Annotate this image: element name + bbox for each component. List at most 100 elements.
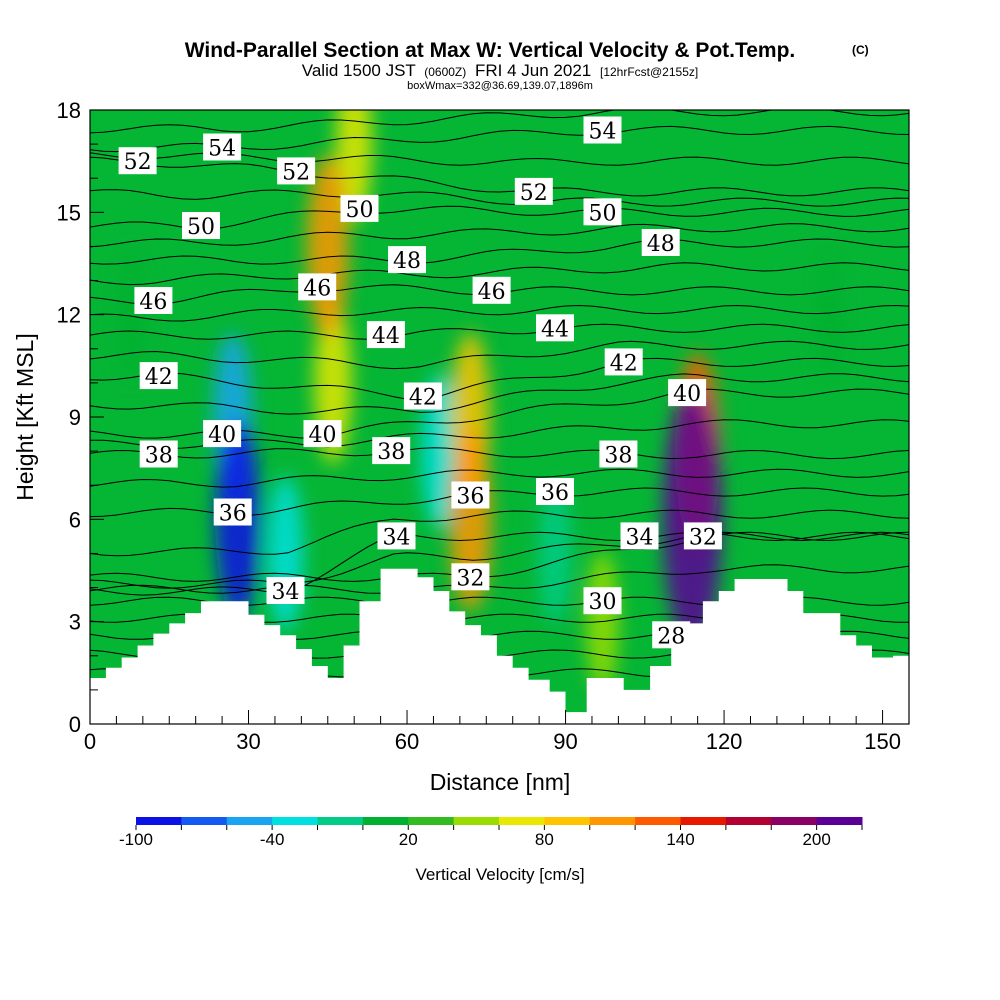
contour-label-text: 38 <box>377 440 405 465</box>
contour-label-box <box>266 577 305 604</box>
colorbar-swatch <box>816 817 863 825</box>
contour-label: 42 <box>604 348 643 376</box>
contour-label-box <box>536 478 574 505</box>
contour-label-text: 32 <box>456 566 484 591</box>
chart-title: Wind-Parallel Section at Max W: Vertical… <box>185 39 796 62</box>
contour-label-text: 50 <box>187 215 215 240</box>
contour-label-box <box>203 133 242 161</box>
colorbar-label: Vertical Velocity [cm/s] <box>415 865 584 884</box>
isentrope-line <box>90 262 909 286</box>
contour-label: 52 <box>277 157 316 185</box>
isentrope-line <box>90 468 909 488</box>
contour-label-box <box>472 276 511 304</box>
contour-label: 32 <box>451 563 490 591</box>
y-tick-label: 18 <box>57 98 81 123</box>
velocity-cell <box>662 389 723 650</box>
contour-label-text: 28 <box>657 624 685 649</box>
isentrope-line <box>90 110 909 134</box>
isentrope-line <box>90 357 909 401</box>
contour-label-text: 54 <box>589 120 617 145</box>
contour-label-box <box>134 287 173 314</box>
valid-utc: (0600Z) <box>424 65 466 79</box>
isentrope-line <box>90 531 909 589</box>
contour-label-box <box>652 621 691 649</box>
contour-label-box <box>182 212 220 239</box>
contour-label: 40 <box>203 420 242 448</box>
contour-label-text: 52 <box>124 150 152 175</box>
contour-label-text: 34 <box>626 525 654 550</box>
colorbar-tick-label: -100 <box>119 830 153 849</box>
contour-label-box <box>620 522 659 550</box>
colorbar-tick-label: -40 <box>260 830 285 849</box>
contour-label-text: 30 <box>589 590 617 615</box>
colorbar-tick-label: 200 <box>802 830 830 849</box>
isentrope-line <box>90 304 909 322</box>
contour-label: 52 <box>118 147 157 175</box>
contour-label: 38 <box>372 437 411 465</box>
valid-time-line: Valid 1500 JST (0600Z) FRI 4 Jun 2021 [1… <box>302 61 698 80</box>
contour-label-text: 36 <box>219 502 247 527</box>
contour-label-box <box>583 198 622 226</box>
contour-label-box <box>277 157 316 185</box>
contour-label: 32 <box>683 522 722 550</box>
colorbar-tick-label: 140 <box>666 830 694 849</box>
contour-label-text: 40 <box>673 382 701 407</box>
contour-label-box <box>213 498 252 526</box>
contour-label-box <box>340 194 379 222</box>
contour-label-box <box>388 246 426 274</box>
isentrope-line <box>90 323 909 340</box>
contour-label: 30 <box>583 587 622 615</box>
contour-label-text: 52 <box>520 181 548 206</box>
contour-label-text: 48 <box>647 232 675 257</box>
isentrope-line <box>90 205 909 230</box>
contour-label-text: 34 <box>272 580 300 605</box>
contour-label-text: 40 <box>309 423 337 448</box>
colorbar-swatch <box>725 817 772 825</box>
colorbar-swatch <box>453 817 500 825</box>
contour-label-text: 38 <box>604 444 632 469</box>
y-axis-label: Height [Kft MSL] <box>12 333 38 500</box>
contour-label: 48 <box>388 246 426 274</box>
contour-label-box <box>298 273 337 301</box>
contour-label-box <box>683 522 722 550</box>
contour-label: 40 <box>668 379 707 407</box>
forecast-info: [12hrFcst@2155z] <box>600 65 698 79</box>
colorbar-swatch <box>136 817 182 825</box>
x-tick-label: 30 <box>236 729 260 754</box>
contour-label: 48 <box>641 229 680 257</box>
contour-label: 42 <box>403 382 442 411</box>
contour-label: 46 <box>134 287 173 315</box>
colorbar-tick-label: 80 <box>535 830 554 849</box>
y-tick-label: 0 <box>69 712 81 737</box>
contour-label-box <box>583 116 622 144</box>
contour-label-text: 50 <box>589 201 617 226</box>
contour-label-box <box>366 321 405 349</box>
contour-label: 34 <box>266 577 305 605</box>
x-axis-ticks: 0 30 60 90 120 150 <box>84 710 901 754</box>
contour-label-box <box>514 177 553 205</box>
contour-label-text: 34 <box>383 525 411 550</box>
x-tick-label: 120 <box>706 729 743 754</box>
contour-label: 52 <box>514 177 553 206</box>
contour-label-box <box>451 481 490 509</box>
contour-label: 54 <box>203 133 242 162</box>
isentrope-line <box>90 564 909 594</box>
colorbar-swatch <box>272 817 318 825</box>
terrain-mask <box>90 568 909 724</box>
contour-label-box <box>604 348 643 376</box>
isentrope-line <box>90 340 909 370</box>
colorbar-swatch <box>226 817 273 825</box>
contour-label-text: 46 <box>303 276 331 301</box>
velocity-cell <box>815 254 844 375</box>
x-tick-label: 0 <box>84 729 96 754</box>
contour-label: 40 <box>303 420 342 448</box>
valid-prefix: Valid 1500 JST <box>302 61 416 80</box>
y-tick-label: 6 <box>69 507 81 532</box>
contour-label-text: 40 <box>208 423 236 448</box>
contour-label-box <box>668 379 707 407</box>
isentrope-line <box>90 509 909 557</box>
contour-label: 36 <box>451 481 490 510</box>
contour-label-text: 36 <box>541 481 569 506</box>
contour-label: 36 <box>536 478 574 506</box>
